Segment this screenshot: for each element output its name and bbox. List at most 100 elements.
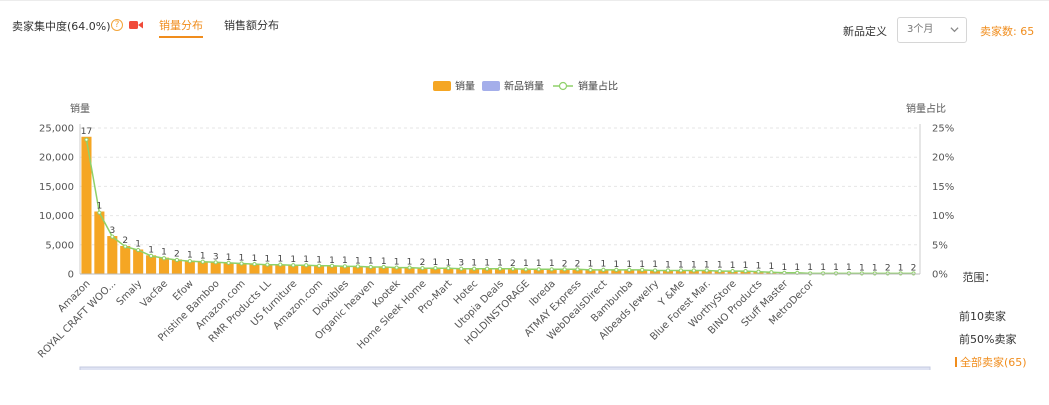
data-label: 1 <box>626 260 632 270</box>
share-point <box>433 266 438 271</box>
bar <box>430 268 441 274</box>
range-option-top50pct[interactable]: 前50%卖家 <box>959 333 1017 346</box>
data-label: 1 <box>471 259 477 269</box>
data-label: 1 <box>226 253 232 263</box>
data-label: 2 <box>562 259 568 269</box>
selected-marker <box>955 357 957 367</box>
y-tick-label: 15,000 <box>39 182 74 193</box>
bar <box>301 265 312 274</box>
bar <box>197 261 208 274</box>
legend-layer: 销量 新品销量 销量占比 <box>433 80 618 93</box>
data-label: 2 <box>174 249 180 259</box>
data-label: 1 <box>161 248 167 258</box>
chart-header: 卖家集中度(64.0%) ? 销量分布 销售额分布 新品定义 3个月 卖家数: … <box>0 0 1049 50</box>
data-label: 1 <box>781 263 787 273</box>
share-line <box>85 139 914 275</box>
top-divider <box>0 0 1049 1</box>
line-layer <box>84 137 916 276</box>
bar <box>417 267 428 274</box>
select-value: 3个月 <box>907 24 934 35</box>
bar <box>391 267 402 274</box>
range-option-top10[interactable]: 前10卖家 <box>959 310 1006 323</box>
bar <box>443 268 454 274</box>
tab-sales-revenue[interactable]: 销售额分布 <box>224 19 279 32</box>
legend-swatch <box>482 81 500 91</box>
legend-marker <box>558 81 568 91</box>
data-label: 1 <box>135 239 141 249</box>
data-label: 2 <box>420 258 426 268</box>
share-point <box>265 262 270 267</box>
data-label: 1 <box>678 260 684 270</box>
data-label: 17 <box>81 127 92 137</box>
bar <box>94 211 105 274</box>
share-point <box>614 267 619 273</box>
data-label: 1 <box>497 259 503 269</box>
chevron-down-icon <box>950 27 959 33</box>
share-point <box>601 267 606 273</box>
data-label: 2 <box>575 259 581 269</box>
bar <box>288 264 299 274</box>
bar <box>365 266 376 274</box>
share-point <box>316 263 322 268</box>
data-label: 1 <box>316 256 322 266</box>
question-circle-icon[interactable]: ? <box>111 19 123 31</box>
bar <box>637 270 648 274</box>
video-camera-icon[interactable] <box>129 20 143 30</box>
share-point <box>756 269 761 274</box>
share-point <box>213 260 218 265</box>
new-product-period-select[interactable]: 3个月 <box>897 17 967 43</box>
share-point <box>136 247 141 253</box>
y2-tick-label: 10% <box>932 211 954 222</box>
legend-label: 销量 <box>455 80 475 93</box>
range-option-all[interactable]: 全部卖家(65) <box>955 354 1027 370</box>
y2-tick-label: 25% <box>932 124 954 135</box>
share-point <box>665 268 671 273</box>
bar <box>326 265 338 274</box>
data-label: 3 <box>109 226 115 236</box>
range-title: 范围： <box>962 271 996 284</box>
share-point <box>148 253 154 258</box>
data-label: 1 <box>756 262 762 272</box>
data-label: 1 <box>290 255 296 265</box>
bar <box>378 266 389 274</box>
data-label: 1 <box>407 258 413 268</box>
share-point <box>446 266 451 271</box>
share-point <box>678 268 684 273</box>
y2-tick-label: 0% <box>932 270 948 281</box>
y-tick-label: 25,000 <box>39 124 74 135</box>
data-label: 3 <box>213 252 219 262</box>
share-point <box>652 268 658 273</box>
data-label: 2 <box>510 259 516 269</box>
data-label: 1 <box>833 263 839 273</box>
data-label: 1 <box>433 258 439 268</box>
share-point <box>394 265 399 270</box>
axes-layer: 0 5,000 10,000 15,000 20,000 25,000 0% 5% 10% 15%… <box>36 102 954 361</box>
new-product-definition-label: 新品定义 <box>843 25 887 38</box>
y-tick-label: 5,000 <box>45 240 74 251</box>
tab-sales-volume[interactable]: 销量分布 <box>159 17 203 38</box>
data-label: 1 <box>859 263 865 273</box>
data-label: 1 <box>342 256 348 266</box>
seller-concentration-label: 卖家集中度(64.0%) <box>12 20 111 33</box>
y-tick-label: 20,000 <box>39 153 74 164</box>
y-tick-label: 0 <box>68 270 74 281</box>
share-point <box>420 266 425 271</box>
bar <box>223 262 234 274</box>
data-label: 1 <box>820 263 826 273</box>
y-tick-label: 10,000 <box>39 211 74 222</box>
bar <box>184 260 195 274</box>
data-label: 1 <box>97 202 103 212</box>
share-point <box>640 267 645 273</box>
data-label: 2 <box>885 263 891 273</box>
share-point <box>329 263 335 268</box>
share-point <box>381 264 386 270</box>
share-point <box>368 264 373 270</box>
data-label: 1 <box>807 263 813 273</box>
bar <box>339 266 350 274</box>
bar <box>482 268 493 274</box>
share-point <box>200 259 205 264</box>
bar <box>262 264 273 274</box>
share-point <box>459 266 464 271</box>
